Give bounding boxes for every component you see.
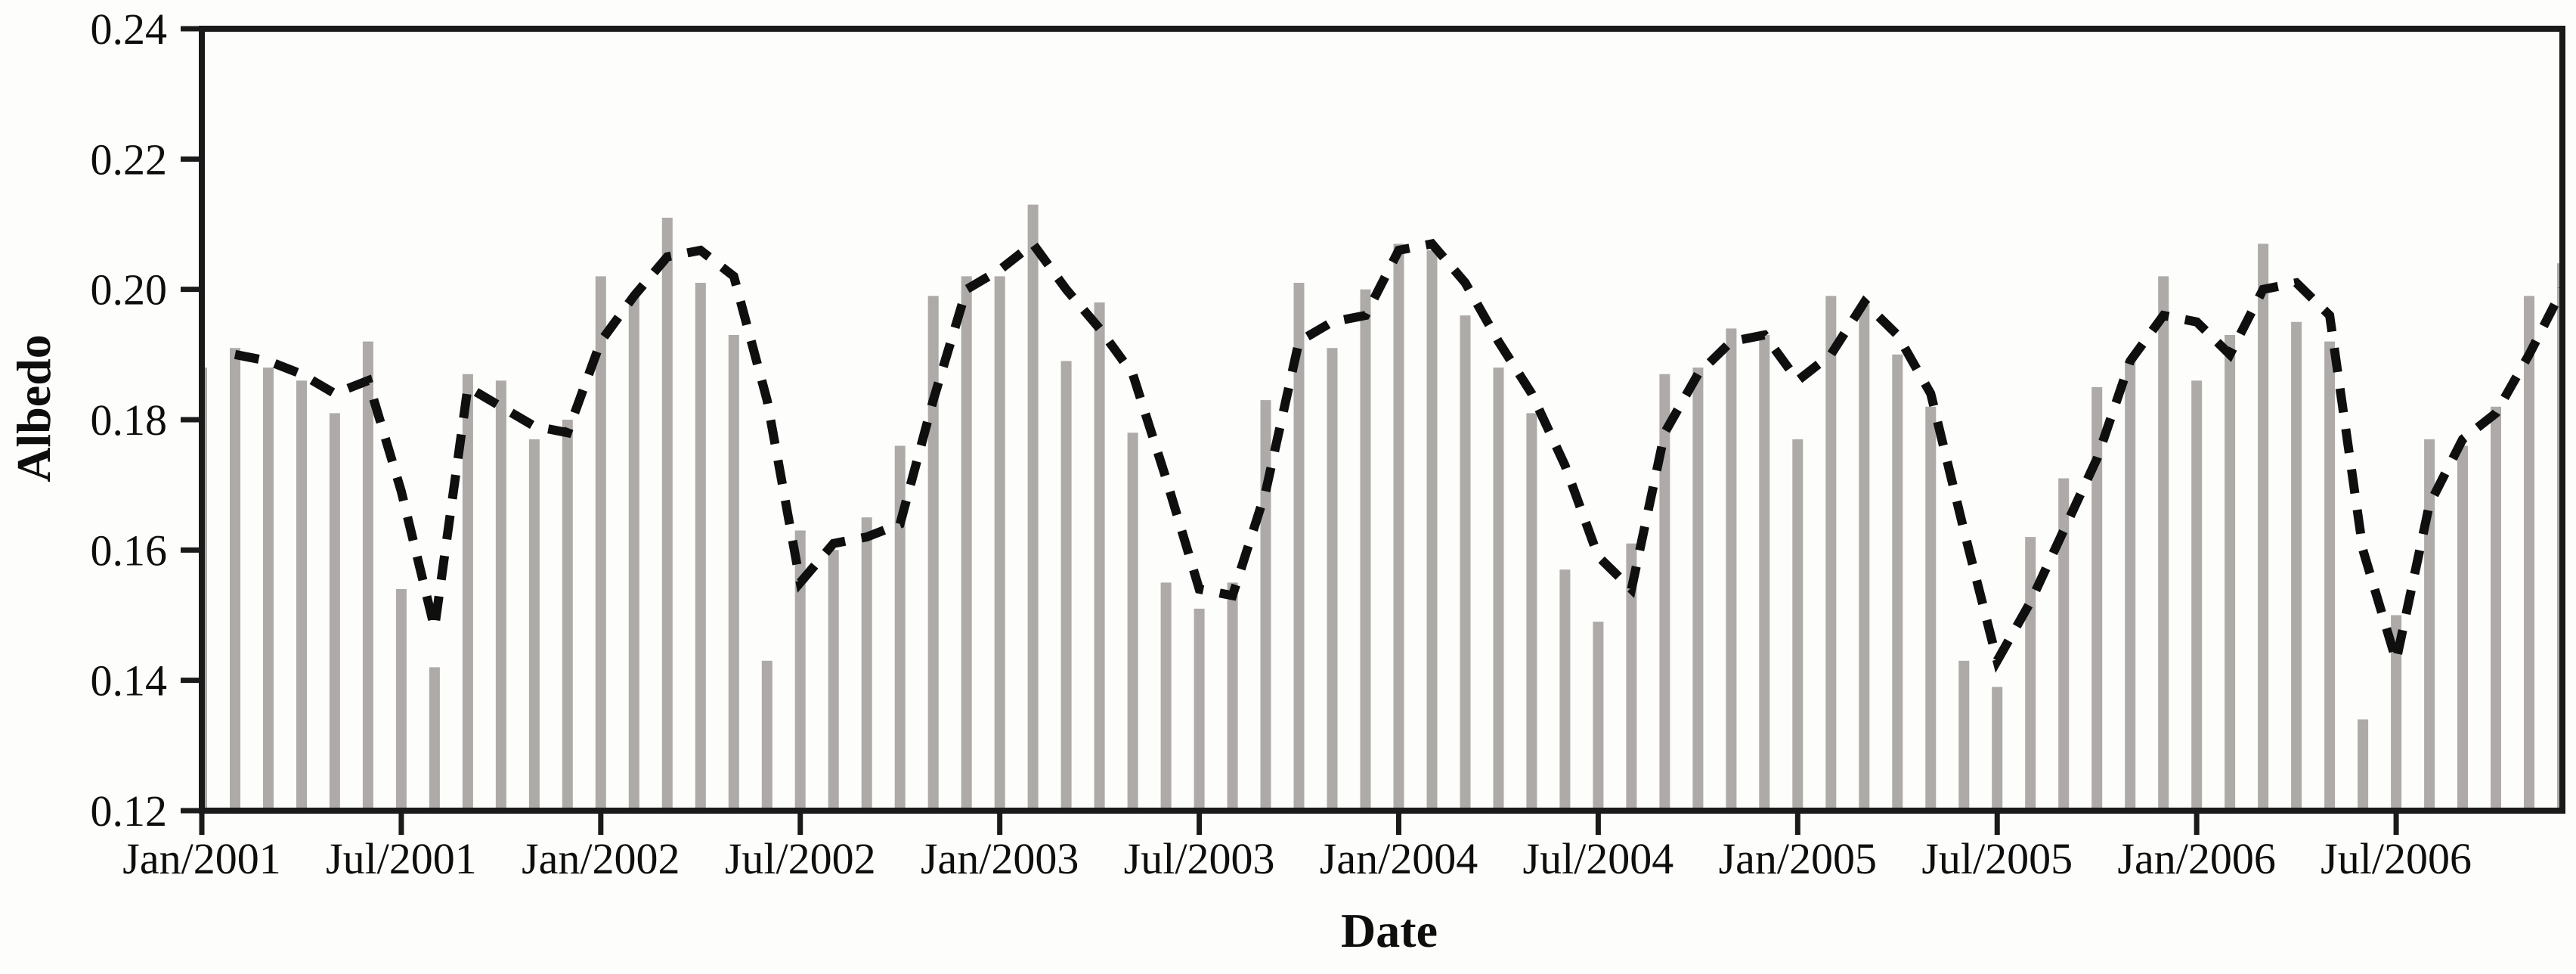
bar: [1925, 406, 1937, 811]
bar: [1992, 687, 2003, 811]
x-tick-label: Jan/2004: [1320, 834, 1478, 883]
x-tick-label: Jul/2004: [1523, 834, 1674, 883]
bar: [628, 296, 639, 811]
x-tick-label: Jul/2003: [1124, 834, 1275, 883]
bar: [1360, 289, 1371, 811]
bar: [2424, 439, 2435, 811]
bar: [1327, 348, 1338, 811]
bar: [728, 335, 739, 811]
bar: [1260, 400, 1271, 811]
bar: [2125, 361, 2136, 811]
bar: [761, 660, 772, 811]
x-tick-label: Jul/2006: [2321, 834, 2472, 883]
x-tick-label: Jan/2002: [522, 834, 680, 883]
bar: [1127, 433, 1138, 811]
bar: [894, 445, 906, 811]
bar: [2291, 321, 2302, 811]
bar: [1792, 439, 1804, 811]
bar: [2391, 615, 2402, 811]
bar: [1493, 368, 1504, 811]
y-tick-label: 0.22: [91, 135, 168, 184]
trend-dashed-line: [234, 237, 2564, 673]
x-tick-label: Jul/2005: [1921, 834, 2073, 883]
bar: [794, 530, 806, 811]
bar: [1559, 569, 1571, 811]
bar: [263, 368, 274, 811]
bar: [2058, 478, 2070, 811]
x-tick-label: Jul/2001: [326, 834, 477, 883]
bar: [1526, 413, 1537, 811]
x-tick-label: Jan/2003: [921, 834, 1079, 883]
bar: [2324, 341, 2336, 811]
bar: [495, 380, 506, 811]
bar: [595, 276, 606, 811]
bar: [927, 296, 939, 811]
bar: [329, 413, 340, 811]
x-tick-label: Jan/2005: [1719, 834, 1877, 883]
bar: [1194, 608, 1205, 811]
tick-labels-layer: 0.12 0.14 0.16 0.18 0.20 0.22 0.24 Jan/2001 Jul/…: [91, 5, 2472, 883]
y-tick-label: 0.12: [91, 786, 168, 836]
bar: [2358, 719, 2369, 811]
bar: [2457, 445, 2468, 811]
bar: [1892, 354, 1903, 811]
bar: [562, 420, 573, 811]
bar: [661, 217, 673, 811]
bar: [961, 276, 972, 811]
bar: [1759, 335, 1770, 811]
bar: [528, 439, 540, 811]
y-tick-label: 0.24: [91, 5, 168, 54]
bar: [1859, 302, 1870, 811]
bar: [2258, 244, 2269, 811]
bars-layer: [202, 204, 2564, 811]
bar: [828, 550, 839, 811]
y-tick-label: 0.20: [91, 265, 168, 315]
x-tick-label: Jan/2006: [2117, 834, 2275, 883]
bar: [1726, 328, 1737, 811]
bar: [1027, 204, 1039, 811]
bar: [395, 589, 407, 811]
x-axis-title: Date: [1341, 904, 1438, 957]
axes-layer: [181, 26, 2565, 835]
bar: [296, 380, 307, 811]
bar: [2225, 335, 2236, 811]
bar: [1593, 622, 1604, 811]
bar: [2491, 406, 2501, 811]
bar: [1426, 250, 1438, 811]
bar: [994, 276, 1005, 811]
bar: [362, 341, 373, 811]
bar: [2158, 276, 2169, 811]
y-tick-label: 0.18: [91, 395, 168, 445]
bar: [1393, 244, 1404, 811]
bar: [429, 667, 440, 811]
bar: [1094, 302, 1105, 811]
y-tick-label: 0.16: [91, 526, 168, 575]
y-tick-label: 0.14: [91, 656, 168, 706]
bar: [1160, 582, 1172, 811]
bar: [1460, 315, 1471, 811]
bar: [1659, 374, 1670, 811]
bar: [1626, 543, 1637, 811]
bar: [1060, 361, 1072, 811]
x-tick-label: Jan/2001: [122, 834, 280, 883]
bar: [1825, 296, 1837, 811]
bar: [2025, 537, 2036, 811]
bar: [1293, 283, 1305, 811]
bar: [861, 517, 872, 811]
bar: [2191, 380, 2203, 811]
bar: [1958, 660, 1970, 811]
plot-border: [199, 26, 2565, 814]
bar: [2524, 296, 2534, 811]
bar: [1227, 582, 1238, 811]
bar: [2091, 386, 2103, 811]
bar: [1692, 368, 1704, 811]
bar: [230, 348, 240, 811]
bar: [695, 283, 706, 811]
y-axis-title: Albedo: [7, 334, 60, 482]
bar: [462, 374, 473, 811]
x-tick-label: Jul/2002: [725, 834, 876, 883]
